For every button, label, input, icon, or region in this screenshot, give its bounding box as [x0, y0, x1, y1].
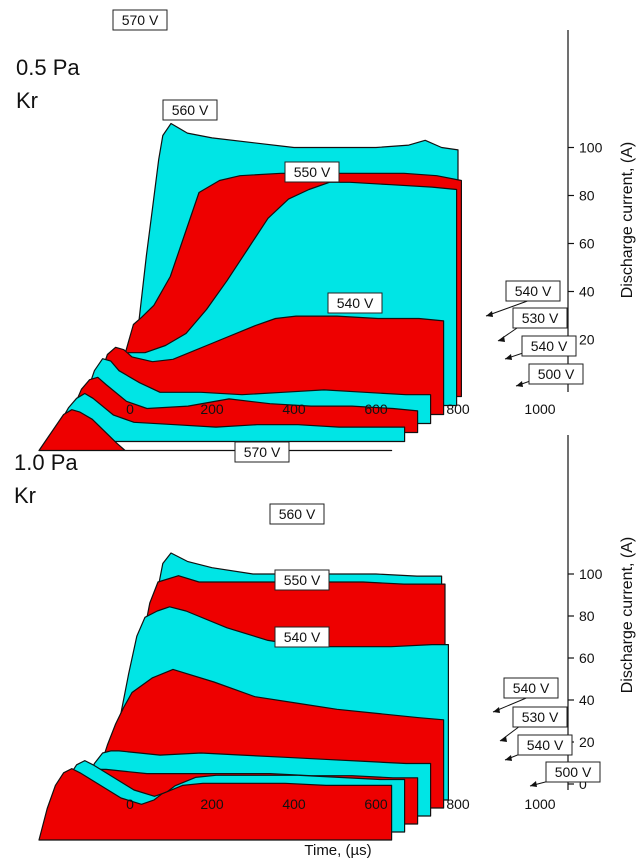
x-tick-label: 1000 [524, 401, 555, 417]
x-tick-label: 800 [446, 401, 470, 417]
y-tick-label: 40 [579, 692, 595, 708]
series-label-text: 540 V [284, 629, 321, 645]
series-label: 540 V [503, 677, 559, 699]
series-label: 550 V [284, 161, 340, 183]
series-label-box [284, 161, 340, 183]
x-tick-label: 1000 [524, 796, 555, 812]
series-label-text: 540 V [527, 737, 564, 753]
series-label-text: 530 V [522, 310, 559, 326]
y-tick-label: 60 [579, 650, 595, 666]
series-label-box [162, 99, 218, 121]
series-leader-arrow [516, 381, 523, 387]
y-tick-label: 100 [579, 566, 603, 582]
series-label-box [517, 734, 573, 756]
series-label-text: 540 V [513, 680, 550, 696]
series-label-text: 550 V [294, 164, 331, 180]
x-tick-label: 600 [364, 796, 388, 812]
series-label: 550 V [274, 569, 330, 591]
series-label: 540 V [517, 734, 573, 756]
series-label-box [512, 307, 568, 329]
series-leader-arrow [486, 311, 493, 317]
series-label-text: 560 V [279, 506, 316, 522]
series-area-6 [64, 376, 419, 434]
x-tick-label: 600 [364, 401, 388, 417]
series-label: 560 V [162, 99, 218, 121]
x-tick-label: 200 [200, 796, 224, 812]
series-label: 500 V [545, 761, 601, 783]
series-label-text: 540 V [337, 295, 374, 311]
y-tick-label: 20 [579, 332, 595, 348]
series-label: 530 V [512, 706, 568, 728]
series-label-text: 550 V [284, 572, 321, 588]
series-label-text: 570 V [244, 444, 281, 460]
series-leader-arrow [505, 354, 512, 360]
series-area-4 [90, 315, 445, 416]
series-label-text: 540 V [531, 338, 568, 354]
series-leader-arrow [505, 755, 512, 761]
series-label-box [269, 503, 325, 525]
y-tick-label: 40 [579, 284, 595, 300]
x-tick-label: 400 [282, 401, 306, 417]
series-area-8 [38, 409, 393, 452]
y-axis-title-bottom: Discharge current, (A) [619, 537, 636, 694]
series-label-text: 500 V [555, 764, 592, 780]
series-label: 540 V [274, 626, 330, 648]
series-label: 530 V [512, 307, 568, 329]
pressure-label: 1.0 Pa [14, 450, 78, 475]
series-label: 560 V [269, 503, 325, 525]
y-tick-label: 60 [579, 236, 595, 252]
series-label: 540 V [505, 280, 561, 302]
series-leader-arrow [493, 707, 500, 713]
series-label-box [112, 9, 168, 31]
series-label-text: 530 V [522, 709, 559, 725]
series-label-box [327, 292, 383, 314]
series-label-box [528, 363, 584, 385]
series-leader-arrow [500, 736, 507, 742]
x-axis-title: Time, (µs) [304, 842, 371, 859]
y-tick-label: 100 [579, 140, 603, 156]
series-leader-arrow [498, 336, 505, 342]
series-label: 570 V [234, 441, 290, 463]
series-label: 540 V [521, 335, 577, 357]
y-tick-label: 80 [579, 608, 595, 624]
series-label-box [274, 626, 330, 648]
series-label-text: 570 V [122, 12, 159, 28]
pressure-label: 0.5 Pa [16, 55, 80, 80]
series-area-7 [51, 392, 406, 443]
series-leader-arrow [530, 781, 537, 787]
series-label-box [274, 569, 330, 591]
x-tick-label: 800 [446, 796, 470, 812]
series-area-8 [38, 767, 393, 841]
series-label-box [234, 441, 290, 463]
series-label-box [512, 706, 568, 728]
series-label-box [505, 280, 561, 302]
series-label: 570 V [112, 9, 168, 31]
series-label: 500 V [528, 363, 584, 385]
series-leader-line [485, 298, 534, 317]
x-tick-label: 0 [126, 796, 134, 812]
y-tick-label: 80 [579, 188, 595, 204]
x-tick-label: 0 [126, 401, 134, 417]
series-label: 540 V [327, 292, 383, 314]
x-tick-label: 200 [200, 401, 224, 417]
series-label-text: 500 V [538, 366, 575, 382]
series-label-text: 540 V [515, 283, 552, 299]
series-label-box [521, 335, 577, 357]
gas-label: Kr [16, 88, 38, 113]
series-label-box [503, 677, 559, 699]
gas-label: Kr [14, 483, 36, 508]
series-label-text: 560 V [172, 102, 209, 118]
y-tick-label: 20 [579, 734, 595, 750]
y-tick-label: 0 [579, 776, 587, 792]
x-tick-label: 400 [282, 796, 306, 812]
y-axis-title-top: Discharge current, (A) [619, 142, 636, 299]
series-label-box [545, 761, 601, 783]
